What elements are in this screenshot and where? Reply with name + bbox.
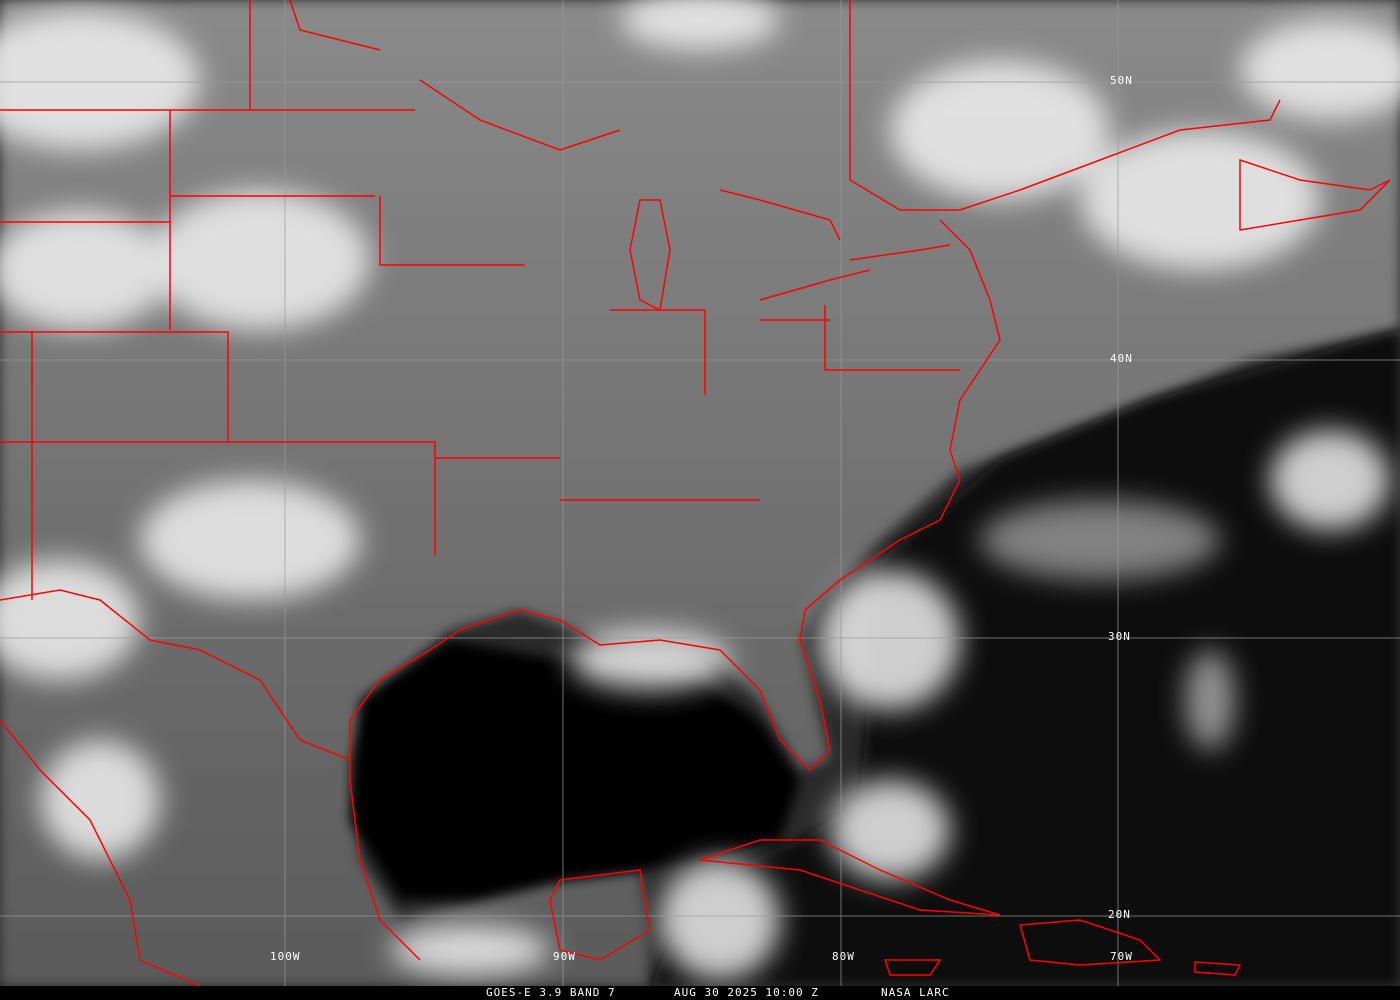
source-label: NASA LARC <box>881 986 950 999</box>
longitude-label-100w: 100W <box>270 950 301 963</box>
image-caption-bar: GOES-E 3.9 BAND 7 AUG 30 2025 10:00 Z NA… <box>0 986 1400 1000</box>
product-label: GOES-E 3.9 BAND 7 <box>486 986 616 999</box>
latitude-label-50n: 50N <box>1110 74 1133 87</box>
gulf-of-mexico <box>350 640 800 900</box>
longitude-label-90w: 90W <box>553 950 576 963</box>
latitude-label-40n: 40N <box>1110 352 1133 365</box>
latitude-label-30n: 30N <box>1108 630 1131 643</box>
timestamp-label: AUG 30 2025 10:00 Z <box>674 986 819 999</box>
longitude-label-80w: 80W <box>832 950 855 963</box>
political-boundaries <box>0 0 1391 986</box>
latitude-label-20n: 20N <box>1108 908 1131 921</box>
longitude-label-70w: 70W <box>1110 950 1133 963</box>
